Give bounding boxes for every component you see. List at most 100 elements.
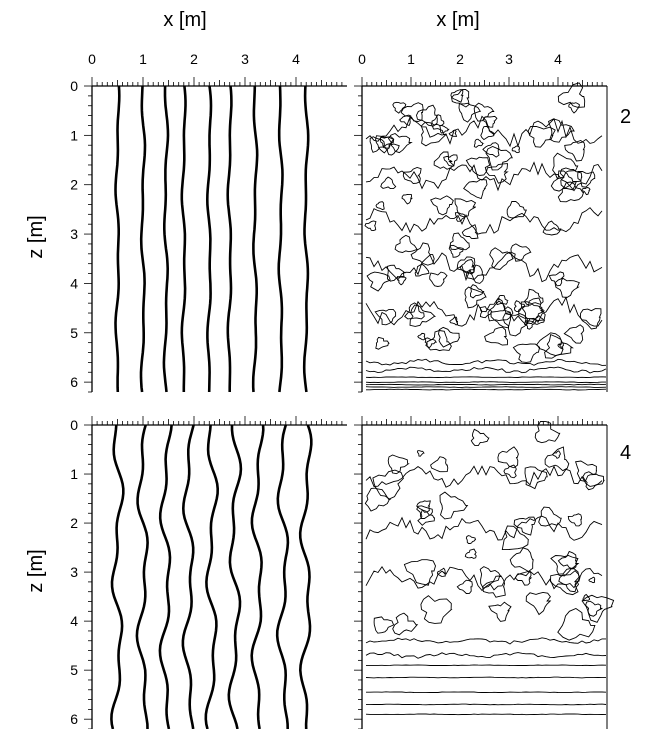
- z-axis-title-top: z [m]: [25, 215, 47, 258]
- contour-line: [380, 176, 397, 190]
- contour-line: [365, 652, 607, 659]
- contour-line: [396, 276, 407, 286]
- contour-line: [439, 124, 450, 134]
- contour-line: [495, 294, 509, 306]
- panel-row2-left: 0 1 2 3 4 0 1 2 3 4 5 6: [70, 51, 347, 393]
- contour-line: [449, 316, 459, 326]
- contour-line: [430, 456, 449, 473]
- contour-line: [470, 428, 490, 447]
- x-tick-label: 1: [139, 51, 147, 67]
- contour-line: [451, 89, 470, 108]
- contour-line: [557, 550, 577, 570]
- row-label-4: 4: [620, 442, 631, 464]
- contour-line: [373, 616, 395, 634]
- contour-line: [403, 559, 436, 586]
- contour-line: [568, 102, 580, 114]
- contour-line: [416, 104, 438, 127]
- contour-line: [482, 575, 506, 598]
- contour-line: [401, 193, 413, 205]
- contour-line: [579, 308, 602, 330]
- contour-line: [392, 101, 407, 114]
- contour-line: [559, 167, 583, 189]
- contour-line: [489, 247, 514, 270]
- contour-line: [536, 332, 564, 357]
- contour-line: [365, 358, 607, 366]
- contour-line: [550, 567, 580, 596]
- contour-line: [488, 601, 512, 622]
- profile-line: [226, 85, 233, 392]
- row-label-2: 2: [620, 106, 631, 128]
- contour-line: [465, 156, 491, 176]
- contour-line: [469, 284, 485, 299]
- contour-line: [513, 516, 536, 536]
- contour-line: [547, 118, 575, 143]
- contour-line: [438, 326, 461, 348]
- contour-line: [503, 464, 517, 479]
- contour-line: [387, 454, 410, 475]
- contour-line: [429, 271, 448, 287]
- profile-line: [227, 425, 243, 729]
- contour-line: [551, 450, 561, 459]
- contour-line: [365, 713, 607, 716]
- contour-line: [454, 212, 466, 222]
- contour-line: [588, 576, 596, 584]
- profile-line: [251, 85, 259, 393]
- x-tick-label: 3: [241, 51, 249, 67]
- profile-line: [275, 424, 290, 729]
- profile-line: [204, 424, 220, 729]
- contour-line: [420, 595, 453, 624]
- contour-line: [557, 181, 585, 203]
- contour-line: [582, 593, 591, 602]
- contour-line: [525, 591, 552, 616]
- y-tick-label: 1: [70, 466, 78, 482]
- profile-line: [162, 85, 170, 393]
- contour-line: [420, 121, 447, 147]
- x-tick-label: 1: [407, 51, 415, 67]
- contour-line: [577, 171, 596, 188]
- y-tick-label: 3: [70, 564, 78, 580]
- contour-line: [509, 547, 534, 573]
- profile-line: [180, 85, 187, 392]
- contour-line: [450, 89, 464, 103]
- x-tick-label: 3: [505, 51, 513, 67]
- contour-line: [485, 146, 513, 171]
- x-tick-label: 4: [292, 51, 300, 67]
- contour-line: [542, 220, 562, 236]
- contour-line: [487, 300, 512, 322]
- contour-line: [448, 244, 464, 258]
- contour-line: [410, 242, 435, 266]
- contour-line: [384, 143, 400, 156]
- profile-line: [302, 85, 310, 393]
- profile-line: [135, 424, 149, 729]
- contour-line: [424, 337, 438, 349]
- profile-line: [277, 85, 284, 393]
- contour-line: [366, 388, 607, 391]
- x-tick-label: 2: [456, 51, 464, 67]
- x-axis-title-right: x [m]: [436, 9, 479, 31]
- contour-line: [414, 263, 430, 277]
- contour-line: [473, 102, 495, 122]
- x-tick-label: 0: [88, 51, 96, 67]
- contour-line: [464, 548, 477, 559]
- contour-line: [479, 306, 493, 319]
- contour-line: [550, 555, 580, 577]
- contour-line: [511, 145, 520, 154]
- contour-line: [365, 161, 603, 192]
- contour-line: [585, 600, 603, 617]
- y-tick-label: 6: [70, 374, 78, 390]
- contour-line: [374, 308, 397, 326]
- contour-line: [365, 381, 606, 383]
- contour-line: [448, 129, 458, 137]
- contour-line: [400, 102, 424, 122]
- contour-line: [497, 446, 519, 469]
- y-tick-label: 3: [70, 226, 78, 242]
- contour-line: [439, 491, 469, 520]
- profile-line: [139, 85, 147, 393]
- profile-line: [158, 424, 173, 729]
- x-tick-label: 0: [358, 51, 366, 67]
- contour-line: [550, 170, 577, 192]
- contour-line: [534, 315, 546, 325]
- contour-line: [365, 376, 607, 379]
- contour-line: [365, 637, 606, 645]
